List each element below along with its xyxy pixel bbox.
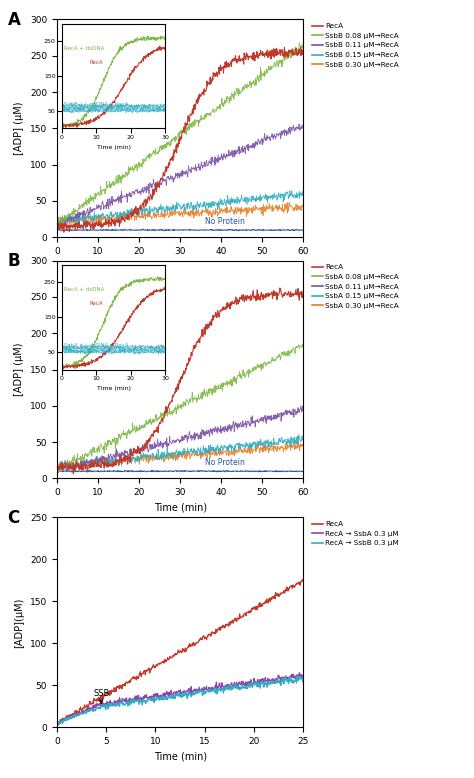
Text: No Protein: No Protein [205, 458, 245, 468]
Y-axis label: [ADP] (μM): [ADP] (μM) [14, 343, 24, 396]
X-axis label: Time (min): Time (min) [154, 503, 207, 513]
Text: C: C [8, 509, 20, 527]
Y-axis label: [ADP](μM): [ADP](μM) [14, 598, 24, 647]
Y-axis label: [ADP] (μM): [ADP] (μM) [14, 102, 24, 155]
X-axis label: Time (min): Time (min) [154, 752, 207, 762]
X-axis label: Time (min): Time (min) [154, 261, 207, 272]
Legend: RecA, SsbA 0.08 μM→RecA, SsbA 0.11 μM→RecA, SsbA 0.15 μM→RecA, SsbA 0.30 μM→RecA: RecA, SsbA 0.08 μM→RecA, SsbA 0.11 μM→Re… [312, 265, 399, 309]
Text: A: A [8, 11, 20, 29]
Legend: RecA, SsbB 0.08 μM→RecA, SsbB 0.11 μM→RecA, SsbB 0.15 μM→RecA, SsbB 0.30 μM→RecA: RecA, SsbB 0.08 μM→RecA, SsbB 0.11 μM→Re… [312, 23, 399, 68]
Legend: RecA, RecA → SsbA 0.3 μM, RecA → SsbB 0.3 μM: RecA, RecA → SsbA 0.3 μM, RecA → SsbB 0.… [312, 521, 399, 546]
Text: B: B [8, 252, 20, 270]
Text: SSB: SSB [93, 689, 109, 703]
Text: No Protein: No Protein [205, 217, 245, 226]
